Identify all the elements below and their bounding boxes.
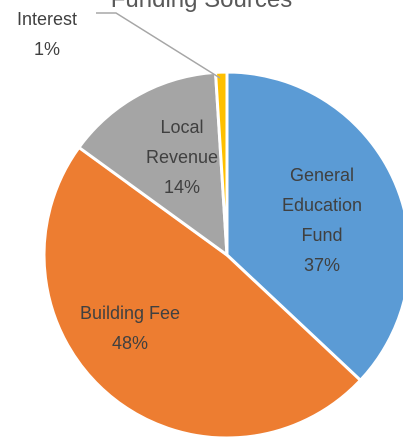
pie-slice (76, 70, 229, 259)
value-label: 1% (33, 39, 60, 59)
category-label: Local Revenue (145, 117, 219, 167)
category-label: Interest (16, 9, 78, 29)
slice-label: Interest 1% (0, 4, 94, 64)
value-label: 14% (163, 177, 201, 197)
slice-label: General Education Fund 37% (262, 160, 382, 280)
category-label: General Education Fund (281, 165, 363, 245)
chart-title: Funding Sources (0, 0, 403, 14)
slice-label: Local Revenue 14% (132, 112, 232, 202)
pie-slice (213, 70, 229, 256)
pie-slice (225, 70, 403, 383)
pie-slice (42, 145, 363, 440)
leader-line (96, 12, 221, 79)
category-label: Building Fee (79, 303, 181, 323)
slice-label: Building Fee 48% (60, 298, 200, 358)
value-label: 37% (303, 255, 341, 275)
value-label: 48% (111, 333, 149, 353)
